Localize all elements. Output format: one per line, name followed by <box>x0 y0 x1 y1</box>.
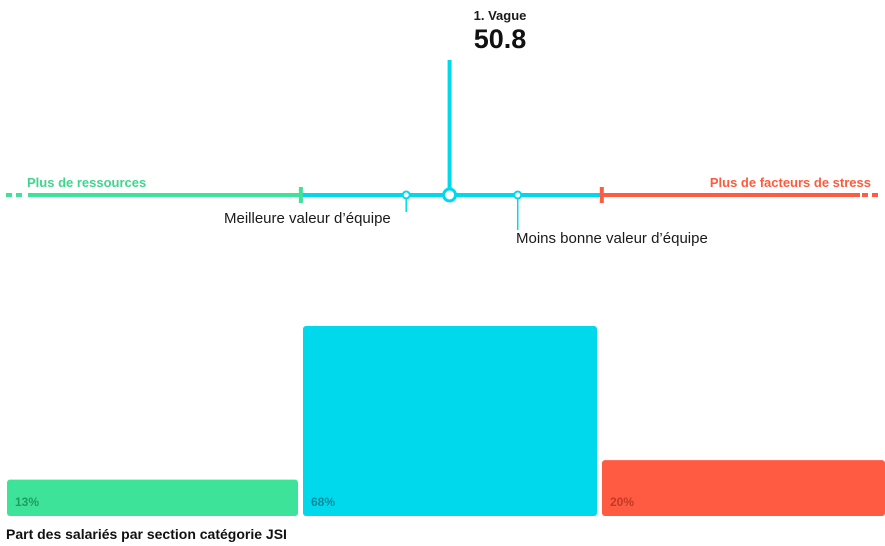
share-bar-stress <box>602 460 885 516</box>
wave-label: 1. Vague <box>473 8 527 23</box>
share-bar-average <box>303 326 597 516</box>
worst-team-label: Moins bonne valeur d’équipe <box>516 230 708 247</box>
worst-team-marker <box>513 190 523 200</box>
share-bar-resources <box>7 479 298 516</box>
bar-label-average: 68% <box>311 495 336 509</box>
wave-value: 50.8 <box>473 24 527 54</box>
zone-label-stress: Plus de facteurs de stress <box>709 175 871 190</box>
best-team-marker <box>401 190 411 200</box>
boundary-tick-left <box>298 187 303 203</box>
wave-marker <box>442 187 458 203</box>
bar-label-resources: 13% <box>15 495 40 509</box>
bar-label-stress: 20% <box>610 495 635 509</box>
share-chart-title: Part des salariés par section catégorie … <box>6 526 287 542</box>
boundary-tick-right <box>599 187 604 203</box>
best-team-label: Meilleure valeur d’équipe <box>224 210 391 227</box>
zone-label-resources: Plus de ressources <box>27 175 147 190</box>
